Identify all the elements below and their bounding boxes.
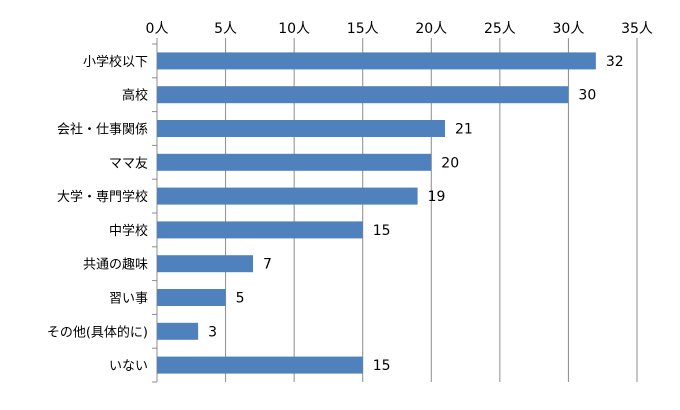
x-tick-label: 20人 <box>415 21 447 37</box>
category-label: ママ友 <box>109 155 148 171</box>
bar <box>157 187 418 205</box>
data-label: 7 <box>263 257 272 273</box>
bar <box>157 289 226 306</box>
data-label: 21 <box>455 122 473 138</box>
x-tick-label: 30人 <box>553 21 585 37</box>
bars <box>157 52 596 374</box>
bar <box>157 322 199 340</box>
x-tick-label: 15人 <box>347 21 379 37</box>
bar <box>157 221 363 239</box>
x-tick-label: 10人 <box>278 21 310 37</box>
data-label: 15 <box>373 358 391 374</box>
data-label: 30 <box>578 88 596 104</box>
bar <box>157 120 445 137</box>
category-label: 共通の趣味 <box>83 258 148 273</box>
data-labels: 32 30 21 20 19 15 7 5 3 15 <box>208 54 624 374</box>
category-labels: 小学校以下高校会社・仕事関係ママ友大学・専門学校中学校共通の趣味習い事その他(具… <box>47 54 148 374</box>
bar <box>157 52 596 70</box>
data-label: 20 <box>441 155 459 171</box>
x-tick-label: 0人 <box>146 21 169 37</box>
category-label: 会社・仕事関係 <box>57 122 148 138</box>
bar <box>157 153 432 171</box>
category-label: 大学・専門学校 <box>57 189 148 205</box>
category-label: その他(具体的に) <box>47 324 148 340</box>
x-tick-label: 25人 <box>484 21 516 37</box>
data-label: 5 <box>236 291 245 307</box>
data-label: 15 <box>373 223 391 239</box>
category-label: いない <box>109 359 148 374</box>
category-label: 習い事 <box>109 292 148 307</box>
category-label: 高校 <box>122 88 148 104</box>
bar <box>157 255 253 273</box>
bar <box>157 86 569 104</box>
x-tick-label: 35人 <box>621 21 653 37</box>
bar <box>157 356 363 374</box>
category-label: 小学校以下 <box>83 54 148 70</box>
data-label: 19 <box>428 189 446 205</box>
x-axis-ticks: 0人 5人 10人 15人 20人 25人 30人 35人 <box>146 21 653 37</box>
data-label: 3 <box>208 324 217 340</box>
data-label: 32 <box>606 54 624 70</box>
x-tick-label: 5人 <box>214 21 237 37</box>
category-label: 中学校 <box>109 223 148 239</box>
